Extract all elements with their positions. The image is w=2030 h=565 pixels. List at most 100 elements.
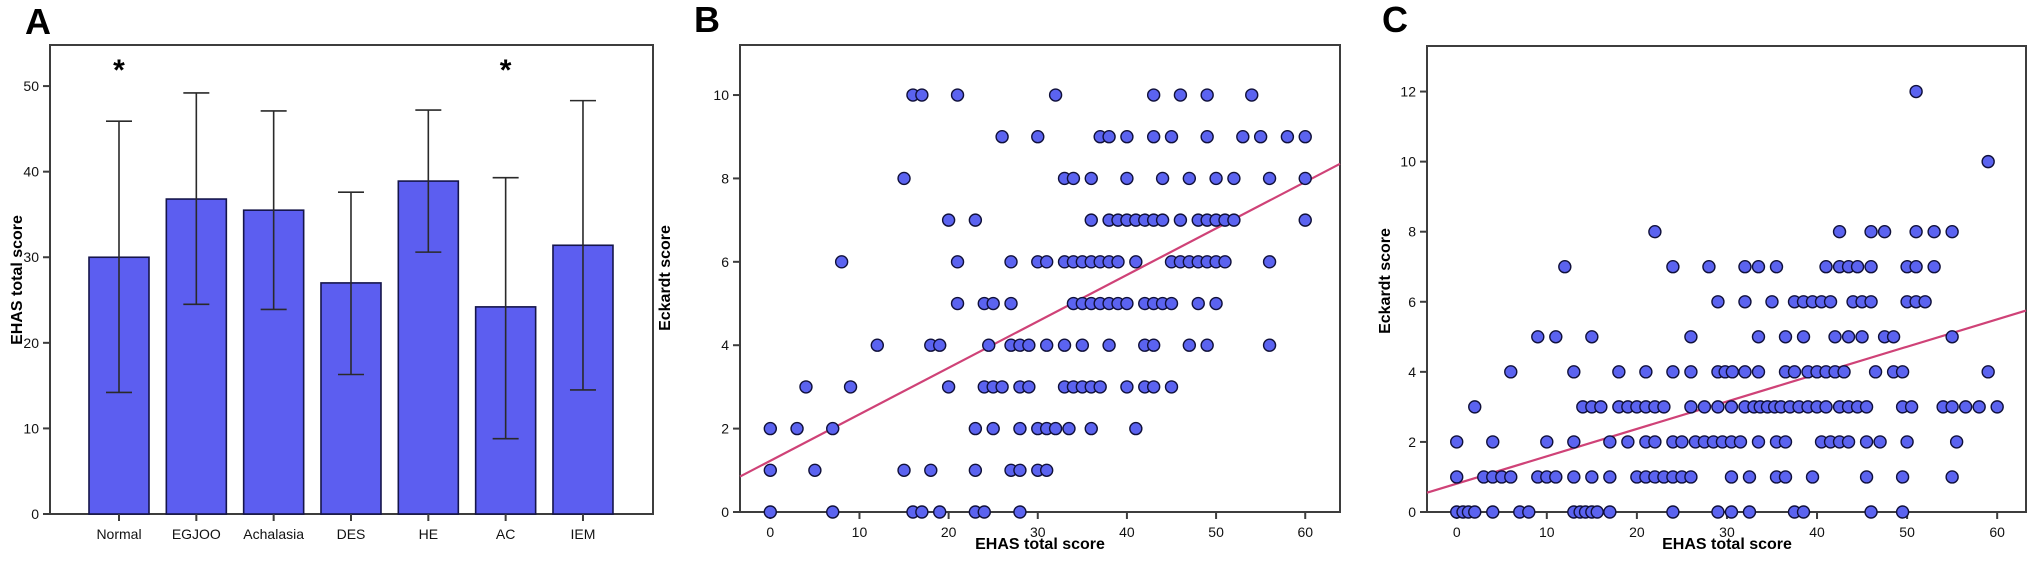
x-tick-label: 30 — [1030, 524, 1046, 540]
data-point — [1751, 330, 1766, 344]
data-point — [1146, 338, 1161, 352]
data-point — [1129, 255, 1143, 269]
data-point — [1062, 421, 1076, 436]
y-tick-label: 2 — [1408, 434, 1416, 450]
data-point — [1648, 224, 1662, 239]
data-point — [1724, 470, 1739, 484]
data-point — [1603, 435, 1617, 449]
data-point — [1164, 130, 1179, 144]
data-point — [1859, 470, 1874, 484]
x-tick-label: 20 — [1629, 524, 1645, 540]
data-point — [1909, 224, 1923, 239]
y-tick-label: 0 — [721, 504, 729, 520]
data-point — [1684, 365, 1698, 379]
data-point — [808, 463, 822, 478]
data-point — [1949, 435, 1964, 449]
data-point — [1639, 365, 1653, 379]
data-point — [826, 421, 840, 436]
data-point — [1004, 296, 1018, 311]
data-point — [1253, 130, 1268, 144]
data-point — [1697, 400, 1712, 414]
data-point — [1567, 365, 1581, 379]
data-point — [1837, 365, 1851, 379]
data-point — [968, 213, 983, 227]
data-point — [1945, 470, 1959, 484]
data-point — [1895, 470, 1910, 484]
data-point — [1504, 470, 1518, 484]
data-point — [1173, 88, 1188, 102]
x-tick-label: 50 — [1208, 524, 1224, 540]
x-tick-label: 40 — [1809, 524, 1825, 540]
data-point — [1280, 130, 1295, 144]
data-point — [924, 463, 938, 478]
data-point — [941, 380, 956, 394]
data-point — [1013, 463, 1027, 478]
data-point — [950, 255, 965, 269]
data-point — [1909, 260, 1923, 274]
data-point — [1648, 435, 1662, 449]
data-point — [1120, 296, 1134, 311]
data-point — [834, 255, 849, 269]
data-point — [1819, 260, 1833, 274]
data-point — [1004, 255, 1018, 269]
data-point — [1819, 400, 1833, 414]
data-point — [1828, 330, 1842, 344]
data-point — [1031, 130, 1045, 144]
y-tick-label: 8 — [721, 170, 729, 186]
data-point — [1084, 171, 1098, 186]
y-tick-label: 20 — [23, 335, 39, 351]
data-point — [1958, 400, 1973, 414]
category-label: DES — [337, 526, 366, 542]
data-point — [1666, 260, 1680, 274]
data-point — [977, 505, 991, 519]
data-point — [1666, 365, 1680, 379]
data-point — [1787, 365, 1802, 379]
y-tick-label: 8 — [1408, 224, 1416, 240]
data-point — [1504, 365, 1518, 379]
data-point — [1733, 435, 1748, 449]
data-point — [1909, 84, 1923, 99]
data-point — [843, 380, 858, 394]
data-point — [1084, 213, 1098, 227]
data-point — [1120, 130, 1134, 144]
data-point — [1173, 213, 1188, 227]
category-label: Achalasia — [243, 526, 304, 542]
data-point — [1855, 330, 1869, 344]
significance-asterisk: * — [500, 54, 512, 87]
data-point — [1927, 224, 1941, 239]
y-tick-label: 0 — [1408, 504, 1416, 520]
data-point — [1751, 365, 1766, 379]
x-tick-label: 50 — [1899, 524, 1915, 540]
data-point — [1724, 505, 1739, 519]
data-point — [1039, 338, 1054, 352]
data-point — [1918, 295, 1932, 309]
data-point — [1146, 130, 1161, 144]
y-tick-label: 4 — [1408, 364, 1416, 380]
data-point — [1868, 365, 1883, 379]
data-point — [1864, 224, 1878, 239]
data-point — [1796, 330, 1811, 344]
data-point — [1468, 505, 1482, 519]
data-point — [1540, 435, 1554, 449]
data-point — [1675, 435, 1689, 449]
x-tick-label: 60 — [1297, 524, 1313, 540]
data-point — [1567, 470, 1581, 484]
data-point — [1895, 505, 1910, 519]
data-point — [1146, 88, 1161, 102]
x-tick-label: 20 — [941, 524, 957, 540]
data-point — [1796, 505, 1811, 519]
data-point — [915, 88, 929, 102]
data-point — [1738, 295, 1752, 309]
data-point — [1200, 338, 1214, 352]
regression-line — [739, 162, 1341, 478]
data-point — [1585, 330, 1599, 344]
y-tick-label: 4 — [721, 337, 729, 353]
y-tick-label: 10 — [713, 87, 729, 103]
data-point — [1209, 296, 1223, 311]
data-point — [1725, 365, 1740, 379]
data-point — [1155, 213, 1170, 227]
data-point — [826, 505, 840, 519]
data-point — [1751, 435, 1766, 449]
data-point — [1751, 260, 1766, 274]
data-point — [1895, 365, 1910, 379]
